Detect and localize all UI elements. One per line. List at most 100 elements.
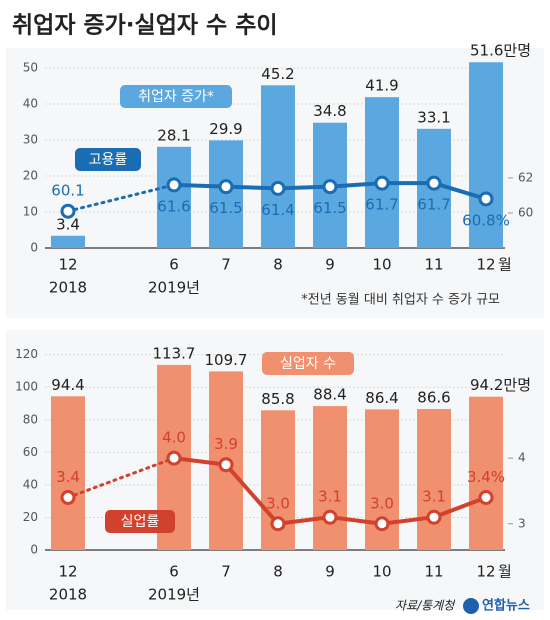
y-tick-label: 100 <box>15 380 38 394</box>
bar <box>261 85 295 248</box>
y2-tick-label: 4 <box>518 451 526 465</box>
line-marker <box>426 509 442 525</box>
y-tick-label: 40 <box>23 477 38 491</box>
line-value-label: 61.5 <box>209 199 242 217</box>
line-marker <box>218 457 234 473</box>
line-marker <box>374 516 390 532</box>
line-marker <box>270 516 286 532</box>
bar-value-label: 94.2만명 <box>470 376 531 394</box>
line-marker <box>60 490 76 505</box>
bar-value-label: 3.4 <box>56 215 80 233</box>
x-tick-label: 9 <box>325 563 335 581</box>
line-marker <box>426 175 442 191</box>
x-tick-label: 12 <box>58 563 77 581</box>
legend-box <box>262 352 354 375</box>
bar-value-label: 88.4 <box>313 386 346 404</box>
legend-box <box>75 148 141 171</box>
line-marker <box>218 179 234 195</box>
x-tick-label: 7 <box>221 256 231 274</box>
bar-value-label: 85.8 <box>261 390 294 408</box>
source: 자료/통계청 <box>395 599 456 613</box>
y-tick-label: 50 <box>23 61 38 75</box>
y-tick-label: 40 <box>23 97 38 111</box>
line-marker <box>478 490 494 505</box>
x-tick-label: 6 <box>169 563 179 581</box>
bar-value-label: 94.4 <box>51 376 84 394</box>
line-marker <box>322 179 338 195</box>
y-tick-label: 30 <box>23 133 38 147</box>
y-tick-label: 0 <box>30 543 38 557</box>
legend-label: 취업자 증가* <box>138 89 214 105</box>
line-value-label: 3.4 <box>56 468 80 486</box>
y-tick-label: 80 <box>23 412 38 426</box>
line-value-label: 3.1 <box>422 488 446 506</box>
logo: 연합뉴스 <box>482 598 530 614</box>
y2-tick-label: 60 <box>518 205 533 219</box>
line-value-label: 61.5 <box>313 199 346 217</box>
legend-label: 실업자 수 <box>280 356 336 372</box>
line-value-label: 4.0 <box>162 429 186 447</box>
year-label: 2019년 <box>148 586 200 604</box>
line-value-label: 3.4% <box>467 468 505 486</box>
x-tick-label: 8 <box>273 563 283 581</box>
bar <box>469 62 503 248</box>
year-label: 2018 <box>49 279 87 297</box>
x-tick-label: 10 <box>372 256 391 274</box>
x-tick-label: 9 <box>325 256 335 274</box>
year-label: 2018 <box>49 586 87 604</box>
bar-value-label: 34.8 <box>313 102 346 120</box>
x-tick-label: 12 <box>476 563 495 581</box>
y-tick-label: 10 <box>23 205 38 219</box>
x-tick-label: 12 <box>58 256 77 274</box>
bar <box>417 409 451 550</box>
legend-label: 실업률 <box>121 514 160 530</box>
legend-box <box>120 85 232 108</box>
bar-value-label: 29.9 <box>209 120 242 138</box>
x-unit: 월 <box>498 563 512 581</box>
line-dotted <box>66 456 176 499</box>
line-marker <box>322 509 338 525</box>
bar-value-label: 109.7 <box>205 351 248 369</box>
line-value-label: 3.0 <box>370 494 394 512</box>
line-dotted <box>66 183 176 213</box>
bar-value-label: 86.6 <box>417 389 450 407</box>
bar <box>157 146 191 248</box>
bar-value-label: 41.9 <box>365 77 398 95</box>
bar <box>209 140 243 248</box>
bar <box>313 406 347 550</box>
line-value-label: 3.0 <box>266 494 290 512</box>
line-value-label: 61.7 <box>365 196 398 214</box>
line-marker <box>270 180 286 196</box>
legend-box <box>105 510 175 533</box>
y-tick-label: 20 <box>23 169 38 183</box>
y-tick-label: 120 <box>15 347 38 361</box>
bar-value-label: 33.1 <box>417 108 450 126</box>
line-value-label: 61.4 <box>261 201 294 219</box>
bar <box>51 235 85 248</box>
line-value-label: 61.6 <box>157 197 190 215</box>
bar <box>469 396 503 550</box>
bar-value-label: 51.6만명 <box>470 42 531 60</box>
legend-label: 고용률 <box>89 152 128 168</box>
x-tick-label: 11 <box>424 256 443 274</box>
footnote: *전년 동월 대비 취업자 수 증가 규모 <box>301 293 500 308</box>
line-value-label: 61.7 <box>417 196 450 214</box>
line-marker <box>374 175 390 191</box>
y-tick-label: 0 <box>30 241 38 255</box>
bar-value-label: 86.4 <box>365 389 398 407</box>
line-marker <box>166 450 182 466</box>
x-tick-label: 8 <box>273 256 283 274</box>
year-label: 2019년 <box>148 279 200 297</box>
bar-value-label: 113.7 <box>153 344 196 362</box>
line-marker <box>166 177 182 193</box>
bar-value-label: 28.1 <box>157 126 190 144</box>
bar-value-label: 45.2 <box>261 65 294 83</box>
line-value-label: 3.9 <box>214 435 238 453</box>
logo-icon <box>463 598 479 614</box>
y2-tick-label: 62 <box>518 170 533 184</box>
line-value-label: 3.1 <box>318 488 342 506</box>
x-tick-label: 10 <box>372 563 391 581</box>
x-tick-label: 12 <box>476 256 495 274</box>
line-marker <box>478 191 494 207</box>
